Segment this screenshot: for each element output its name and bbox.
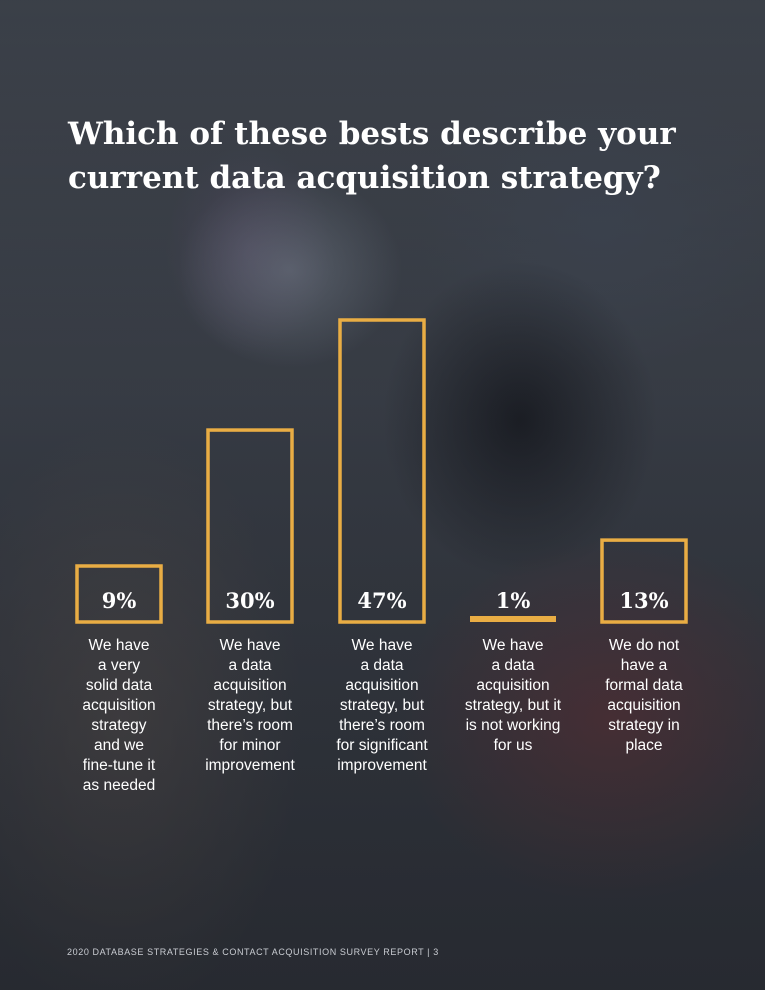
bar-3 (338, 318, 426, 624)
page-footer: 2020 DATABASE STRATEGIES & CONTACT ACQUI… (67, 947, 439, 957)
data-label-4: 1% (496, 588, 531, 613)
bar-4 (470, 616, 556, 622)
data-label-2: 30% (225, 588, 274, 613)
bar-5 (600, 538, 688, 624)
data-label-3: 47% (357, 588, 406, 613)
page-title: Which of these bests describe your curre… (68, 116, 676, 196)
data-label-1: 9% (102, 588, 137, 613)
bar-1 (75, 564, 163, 624)
bar-2 (206, 428, 294, 624)
category-label-4: We have a data acquisition strategy, but… (464, 637, 562, 754)
category-label-5: We do not have a formal data acquisition… (605, 637, 683, 754)
data-label-5: 13% (619, 588, 668, 613)
category-label-1: We have a very solid data acquisition st… (82, 637, 156, 794)
category-label-3: We have a data acquisition strategy, but… (336, 637, 428, 774)
category-label-2: We have a data acquisition strategy, but… (205, 637, 295, 774)
